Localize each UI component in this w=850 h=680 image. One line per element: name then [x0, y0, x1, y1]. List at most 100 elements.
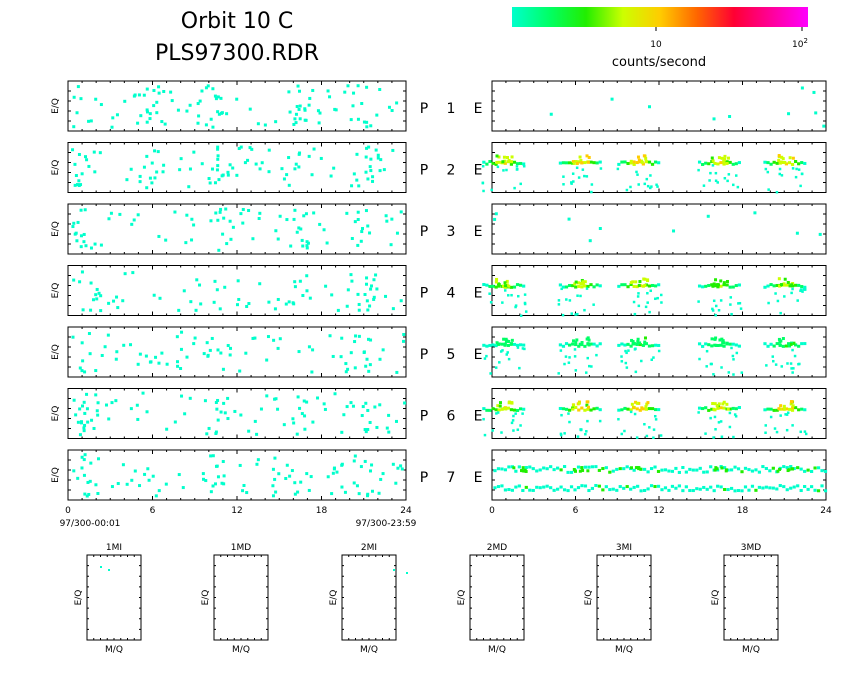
scatter-cell: [632, 300, 636, 304]
count-cell: [308, 296, 312, 300]
count-cell: [346, 288, 350, 292]
count-cell: [336, 308, 340, 312]
scatter-cell: [496, 165, 500, 169]
count-cell: [372, 295, 376, 299]
count-cell: [215, 168, 219, 172]
burst-core: [644, 405, 648, 409]
count-cell: [394, 419, 398, 423]
burst-cell: [632, 284, 636, 288]
count-cell: [356, 210, 360, 214]
count-cell: [293, 117, 297, 121]
count-cell: [135, 403, 139, 407]
count-cell: [176, 364, 180, 368]
count-cell: [209, 490, 213, 494]
burst-cell: [724, 468, 728, 472]
mass-y-label: E/Q: [457, 590, 467, 606]
band-cell: [750, 484, 755, 488]
count-cell: [271, 484, 275, 488]
count-cell: [177, 308, 181, 312]
count-cell: [294, 121, 298, 125]
burst-core: [640, 160, 644, 164]
burst-cell: [763, 342, 767, 346]
burst-core: [723, 157, 727, 161]
count-cell: [216, 348, 220, 352]
count-cell: [100, 353, 104, 357]
burst-core: [786, 280, 790, 284]
count-cell: [372, 297, 376, 301]
burst-cell: [586, 284, 590, 288]
band-cell: [688, 489, 692, 493]
scatter-cell: [646, 291, 649, 295]
count-cell: [204, 86, 208, 90]
count-cell: [253, 419, 257, 423]
band-cell: [716, 484, 720, 488]
count-cell: [822, 124, 826, 128]
count-cell: [139, 114, 143, 118]
count-cell: [360, 227, 364, 231]
count-cell: [293, 285, 297, 289]
burst-core: [571, 160, 575, 164]
count-cell: [385, 219, 389, 223]
count-cell: [217, 112, 221, 116]
count-cell: [115, 295, 119, 299]
count-cell: [98, 151, 102, 155]
count-cell: [366, 177, 370, 181]
burst-cell: [769, 283, 773, 287]
count-cell: [317, 121, 321, 125]
burst-core: [505, 283, 509, 287]
burst-cell: [617, 162, 621, 166]
count-cell: [222, 401, 226, 405]
burst-cell: [574, 469, 578, 473]
burst-core: [644, 156, 648, 160]
band-cell: [542, 466, 546, 470]
burst-cell: [561, 344, 566, 348]
band-cell: [594, 483, 598, 487]
scatter-cell: [712, 373, 715, 376]
count-cell: [131, 271, 135, 275]
scatter-cell: [523, 347, 526, 351]
scatter-cell: [657, 349, 661, 353]
band-cell: [632, 468, 636, 472]
count-cell: [200, 162, 204, 166]
count-cell: [295, 230, 299, 234]
count-cell: [311, 88, 315, 92]
colorbar-tick-100-exp: 2: [803, 37, 807, 45]
count-cell: [237, 147, 241, 151]
count-cell: [356, 218, 360, 222]
band-cell: [813, 466, 817, 470]
band-cell: [615, 488, 619, 492]
count-cell: [198, 99, 202, 103]
count-cell: [266, 335, 270, 339]
scatter-cell: [712, 299, 716, 303]
count-cell: [381, 348, 385, 352]
burst-cell: [512, 408, 517, 412]
band-cell: [674, 486, 678, 490]
scatter-cell: [507, 357, 511, 361]
count-cell: [79, 234, 83, 238]
x-tick-label-right: 6: [573, 506, 579, 516]
burst-cell: [704, 342, 708, 346]
scatter-cell: [712, 436, 715, 439]
count-cell: [96, 492, 100, 496]
scatter-cell: [562, 183, 565, 186]
mass-y-label: E/Q: [584, 590, 594, 606]
count-cell: [148, 176, 152, 180]
burst-cell: [494, 285, 498, 289]
count-cell: [220, 111, 224, 115]
scatter-cell: [713, 415, 717, 419]
burst-core: [643, 284, 647, 288]
burst-cell: [722, 344, 726, 348]
count-cell: [97, 457, 101, 461]
count-cell: [78, 366, 82, 370]
band-cell: [764, 485, 768, 489]
scatter-cell: [660, 293, 663, 297]
count-cell: [192, 150, 196, 154]
burst-cell: [716, 285, 720, 289]
count-cell: [147, 478, 151, 482]
x-tick-label-left: 6: [150, 506, 156, 516]
count-cell: [94, 483, 98, 487]
band-cell: [677, 470, 681, 474]
burst-cell: [722, 283, 726, 287]
scatter-cell: [629, 410, 633, 414]
count-cell: [199, 302, 203, 306]
